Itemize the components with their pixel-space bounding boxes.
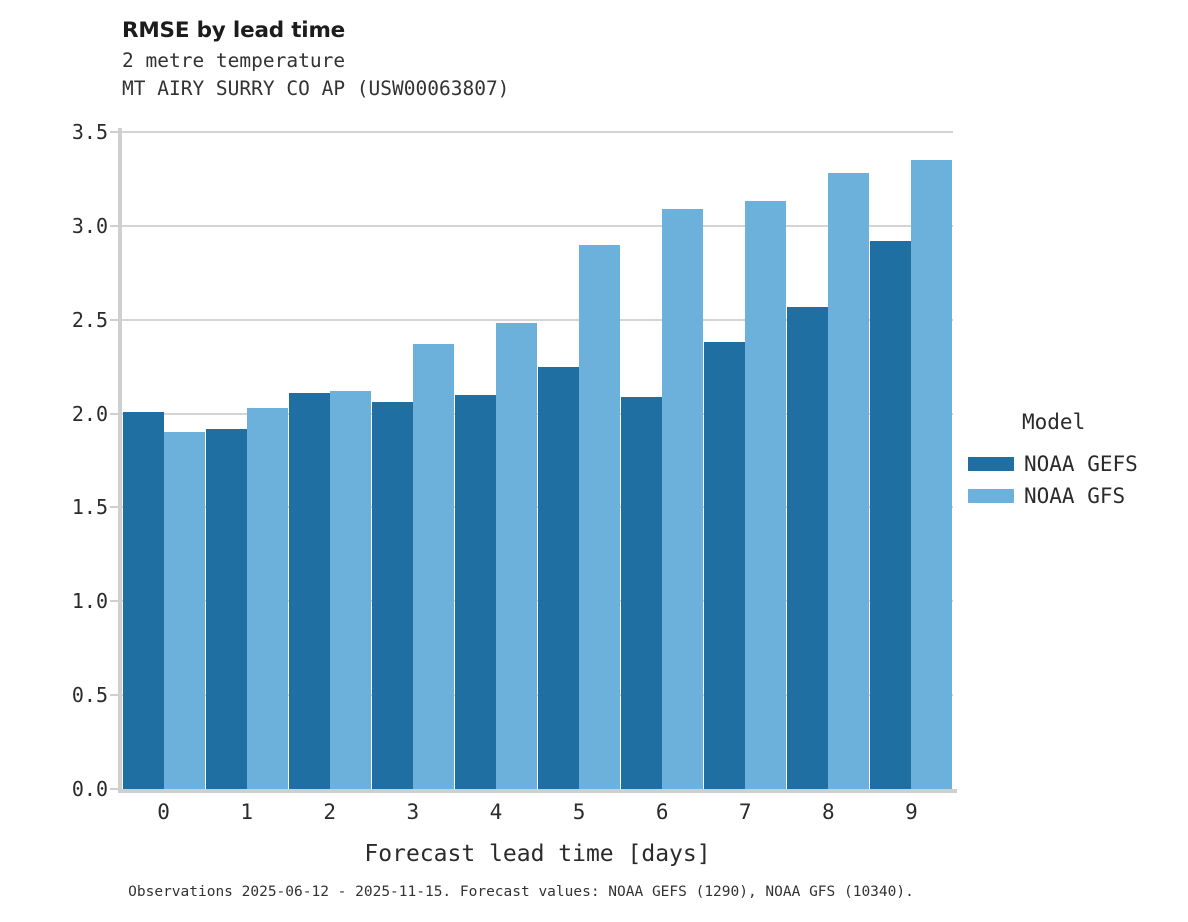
y-tick-label: 2.5 bbox=[71, 307, 108, 332]
x-tick-label: 5 bbox=[572, 800, 586, 824]
x-tick-label: 0 bbox=[157, 800, 170, 824]
chart-subtitle-variable: 2 metre temperature bbox=[122, 49, 346, 72]
gridline bbox=[122, 131, 953, 133]
bars-layer bbox=[122, 132, 953, 789]
x-tick-label: 6 bbox=[655, 800, 669, 824]
y-tick-label: 3.0 bbox=[71, 213, 108, 238]
bar bbox=[163, 432, 205, 789]
bar bbox=[454, 394, 496, 789]
title-block: RMSE by lead time 2 metre temperature MT… bbox=[122, 18, 1022, 103]
legend-swatch-icon bbox=[968, 457, 1014, 471]
gridline bbox=[122, 600, 953, 603]
bar bbox=[662, 208, 704, 789]
gridline bbox=[122, 694, 953, 697]
y-tick-mark bbox=[110, 506, 119, 509]
page-title: RMSE by lead time bbox=[122, 18, 346, 43]
x-axis-line bbox=[118, 789, 957, 793]
bar bbox=[329, 391, 371, 789]
y-axis-line bbox=[118, 128, 122, 793]
bar bbox=[621, 396, 663, 789]
y-tick-label: 0.5 bbox=[71, 683, 108, 708]
chart-subtitle-station: MT AIRY SURRY CO AP (USW00063807) bbox=[122, 77, 510, 100]
legend-item[interactable]: NOAA GFS bbox=[968, 480, 1183, 512]
y-tick-label: 1.5 bbox=[71, 495, 108, 520]
legend-swatch-icon bbox=[968, 489, 1014, 503]
bar bbox=[579, 244, 621, 789]
bar bbox=[870, 240, 912, 789]
x-tick-label: 8 bbox=[822, 800, 835, 824]
x-tick-label: 7 bbox=[738, 800, 752, 824]
y-tick-label: 2.0 bbox=[71, 401, 108, 426]
bar bbox=[412, 344, 454, 789]
bar bbox=[495, 323, 537, 789]
bar bbox=[745, 201, 787, 789]
plot-area: 0.0 0.5 1.0 1.5 2.0 2.5 3.0 3.5 bbox=[72, 120, 957, 801]
y-axis-tick-labels: 0.0 0.5 1.0 1.5 2.0 2.5 3.0 3.5 bbox=[0, 120, 108, 801]
x-tick-label: 1 bbox=[240, 800, 253, 824]
bar bbox=[288, 392, 330, 789]
legend-title: Model bbox=[1022, 410, 1086, 434]
gridline bbox=[122, 412, 953, 415]
legend-rows: NOAA GEFS NOAA GFS bbox=[968, 448, 1183, 512]
y-tick-mark bbox=[110, 224, 119, 227]
y-tick-mark bbox=[110, 131, 119, 133]
y-tick-mark bbox=[110, 788, 119, 790]
bar bbox=[371, 402, 413, 789]
bar bbox=[828, 173, 870, 789]
x-tick-label: 4 bbox=[489, 800, 503, 824]
y-tick-label: 3.5 bbox=[71, 120, 108, 144]
legend: Model NOAA GEFS NOAA GFS bbox=[968, 410, 1183, 512]
x-tick-label: 3 bbox=[406, 800, 420, 824]
x-axis-tick-labels: 0 1 2 3 4 5 6 7 8 9 bbox=[122, 800, 953, 836]
x-tick-label: 2 bbox=[323, 800, 337, 824]
bar bbox=[246, 407, 288, 789]
legend-item-label: NOAA GFS bbox=[1024, 484, 1126, 508]
bar bbox=[122, 411, 164, 789]
bar bbox=[205, 428, 247, 789]
gridline bbox=[122, 506, 953, 509]
y-tick-mark bbox=[110, 600, 119, 603]
bar bbox=[704, 342, 746, 789]
x-tick-label: 9 bbox=[905, 800, 918, 824]
y-tick-mark bbox=[110, 694, 119, 697]
bar bbox=[787, 306, 829, 789]
y-tick-label: 1.0 bbox=[71, 589, 108, 614]
bar bbox=[538, 366, 580, 789]
gridline bbox=[122, 318, 953, 321]
y-tick-label: 0.0 bbox=[71, 777, 108, 801]
footnote: Observations 2025-06-12 - 2025-11-15. Fo… bbox=[128, 884, 914, 900]
y-tick-mark bbox=[110, 318, 119, 321]
y-tick-mark bbox=[110, 412, 119, 415]
x-axis-title: Forecast lead time [days] bbox=[364, 841, 711, 867]
legend-item[interactable]: NOAA GEFS bbox=[968, 448, 1183, 480]
legend-item-label: NOAA GEFS bbox=[1024, 452, 1138, 476]
bar bbox=[911, 160, 953, 789]
gridline bbox=[122, 224, 953, 227]
